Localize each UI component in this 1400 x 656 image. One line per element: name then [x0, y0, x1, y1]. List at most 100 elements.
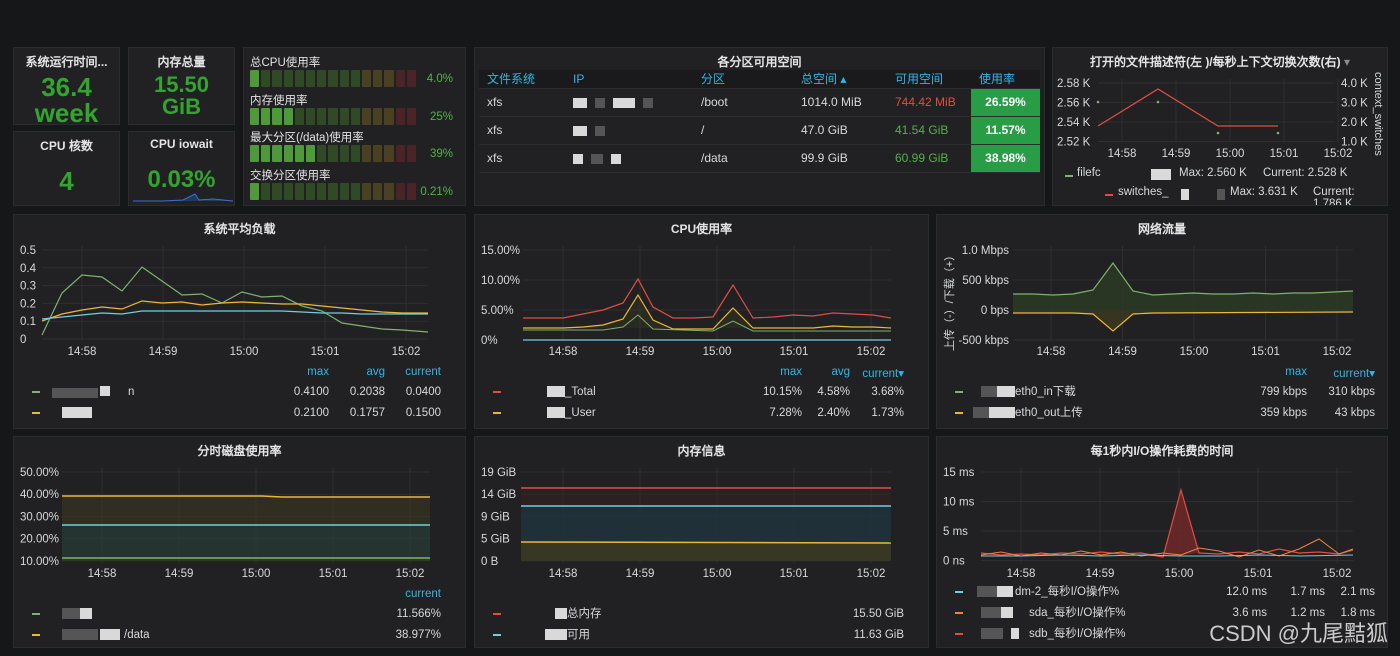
filefd-title[interactable]: 打开的文件描述符(左 )/每秒上下文切换次数(右) ▾ [1053, 53, 1387, 70]
masked-text [1001, 607, 1013, 618]
legend-row[interactable]: 可用 11.63 GiB [489, 625, 918, 645]
legend-name: sdb_每秒I/O操作% [1029, 628, 1126, 640]
masked-text [595, 97, 605, 108]
gauge-cell [373, 107, 383, 125]
cpu-title[interactable]: CPU使用率 [670, 222, 733, 236]
legend-swatch [955, 612, 963, 614]
gauge-cell [339, 145, 349, 162]
filefd-point [1216, 131, 1220, 135]
masked-text [997, 386, 1015, 397]
gauge-cell [339, 182, 349, 200]
y-tick-label: 2.58 K [1057, 78, 1091, 90]
disk-legend: current 11.566% /data 38.977% [28, 588, 455, 647]
gauge-cell [317, 70, 327, 87]
legend-row[interactable]: _Total 10.15% 4.58% 3.68% [489, 382, 918, 402]
legend-row[interactable]: n 0.4100 0.2038 0.0400 [28, 382, 455, 402]
legend-row[interactable]: dm-2_每秒I/O操作% 12.0 ms 1.7 ms 2.1 ms [951, 582, 1377, 602]
x-tick-label: 14:58 [1108, 148, 1137, 160]
x-tick-label: 15:01 [1251, 346, 1280, 358]
y-tick-label: -500 kbps [958, 335, 1009, 347]
gauge-cell [306, 182, 316, 200]
legend-swatch [493, 412, 501, 414]
gauge-cell [283, 145, 293, 162]
meminfo-chart: 19 GiB 14 GiB 9 GiB 5 GiB 0 B 14:58 14:59 15:00… [481, 467, 892, 580]
legend-v1: 12.0 ms [1226, 586, 1267, 598]
masked-text [1151, 169, 1171, 180]
x-tick-label: 14:58 [68, 346, 97, 358]
usage-gauge: 总CPU使用率 4.0% [250, 54, 459, 92]
x-tick-label: 15:00 [703, 568, 732, 580]
gauge-cell [395, 107, 405, 125]
memory-total-title: 内存总量 [157, 55, 206, 69]
x-tick-label: 14:58 [549, 568, 578, 580]
legend-row[interactable]: 0.2100 0.1757 0.1500 [28, 403, 455, 423]
legend-header-current[interactable]: current [405, 366, 441, 378]
io-series-sda [980, 538, 1354, 558]
y-tick-label: 0 B [481, 556, 499, 568]
legend-row[interactable]: sda_每秒I/O操作% 3.6 ms 1.2 ms 1.8 ms [951, 603, 1377, 623]
legend-row[interactable]: 总内存 15.50 GiB [489, 604, 918, 624]
legend-header-max[interactable]: max [780, 366, 802, 378]
legend-header-current[interactable]: current▾ [862, 368, 904, 380]
legend-name: eth0_out上传 [1015, 407, 1083, 419]
y-tick-label: 9 GiB [481, 511, 510, 523]
usage-gauge-value: 4.0% [426, 73, 453, 85]
disk-title[interactable]: 分时磁盘使用率 [197, 444, 282, 458]
meminfo-title[interactable]: 内存信息 [677, 444, 726, 458]
usage-gauge: 内存使用率 25% [250, 92, 459, 130]
legend-name: _Total [565, 386, 596, 398]
legend-swatch [32, 634, 40, 636]
legend-row[interactable]: 11.566% [28, 604, 455, 624]
legend-name: eth0_in下载 [1015, 386, 1076, 398]
legend-header-avg[interactable]: avg [366, 366, 385, 378]
legend-header-avg[interactable]: avg [831, 366, 850, 378]
filefd-legend-name[interactable]: switches_ [1118, 186, 1169, 198]
partition-row[interactable]: xfs /47.0 GiB 41.54 GiB 11.57% [479, 116, 1040, 145]
cell-ip [565, 116, 693, 145]
legend-row[interactable]: /data 38.977% [28, 625, 455, 645]
filefd-legend-current: Current: 1.786 K [1313, 186, 1355, 206]
y-tick-label: 0.1 [20, 316, 36, 328]
legend-header-max[interactable]: max [1285, 366, 1307, 378]
filefd-legend-name[interactable]: filefc [1077, 167, 1101, 179]
x-tick-label: 14:58 [1037, 346, 1066, 358]
masked-text [573, 125, 587, 136]
legend-header-current[interactable]: current [405, 588, 441, 600]
network-title[interactable]: 网络流量 [1137, 222, 1186, 236]
legend-header-max[interactable]: max [307, 366, 329, 378]
col-filesystem[interactable]: 文件系统 [479, 70, 565, 89]
legend-name: n [128, 386, 135, 398]
gauge-cell [306, 107, 316, 125]
gauge-cell [317, 107, 327, 125]
cpu-iowait-panel: CPU iowait 0.03% [128, 131, 235, 206]
col-avail[interactable]: 可用空间 [887, 70, 971, 89]
io-chart: 15 ms 10 ms 5 ms 0 ns 14:58 14:59 15:00 15:01 15… [943, 467, 1354, 580]
io-panel: 每1秒内I/O操作耗费的时间 15 ms 10 ms 5 ms 0 ns 14:58 14… [936, 436, 1388, 648]
disk-panel: 分时磁盘使用率 50.00% 40.00% 30.00% 20.00% 10.00% 14… [13, 436, 466, 648]
y-tick-label: 10.00% [481, 275, 520, 287]
col-mount[interactable]: 分区 [693, 70, 793, 89]
col-ip[interactable]: IP [565, 70, 693, 89]
masked-text [62, 407, 92, 418]
y-tick-label: 500 kbps [962, 275, 1009, 287]
legend-row[interactable]: sdb_每秒I/O操作% [951, 624, 1377, 644]
network-legend: max current▾ eth0_in下载 799 kbps 310 kbps… [951, 366, 1377, 426]
x-tick-label: 15:02 [1323, 568, 1352, 580]
legend-row[interactable]: eth0_in下载 799 kbps 310 kbps [951, 382, 1377, 402]
masked-text [545, 629, 567, 640]
partition-row[interactable]: xfs/boot 1014.0 MiB 744.42 MiB 26.59% [479, 88, 1040, 117]
cell-mount: / [693, 116, 793, 145]
gauge-cell [395, 182, 405, 200]
col-total[interactable]: 总空间 ▴ [793, 70, 887, 89]
load-title[interactable]: 系统平均负载 [203, 222, 276, 236]
filefd-legend-current: Current: 2.528 K [1263, 167, 1348, 179]
x-tick-label: 15:00 [1165, 568, 1194, 580]
filefd-right-axis-label: context_switches [1372, 72, 1384, 156]
partition-row[interactable]: xfs/data 99.9 GiB 60.99 GiB 38.98% [479, 144, 1040, 173]
legend-row[interactable]: _User 7.28% 2.40% 1.73% [489, 403, 918, 423]
y-tick-label: 20.00% [20, 534, 59, 546]
col-usage[interactable]: 使用率 [971, 70, 1040, 89]
legend-header-current[interactable]: current▾ [1333, 368, 1375, 380]
io-title[interactable]: 每1秒内I/O操作耗费的时间 [1090, 444, 1234, 458]
legend-row[interactable]: eth0_out上传 359 kbps 43 kbps [951, 403, 1377, 423]
